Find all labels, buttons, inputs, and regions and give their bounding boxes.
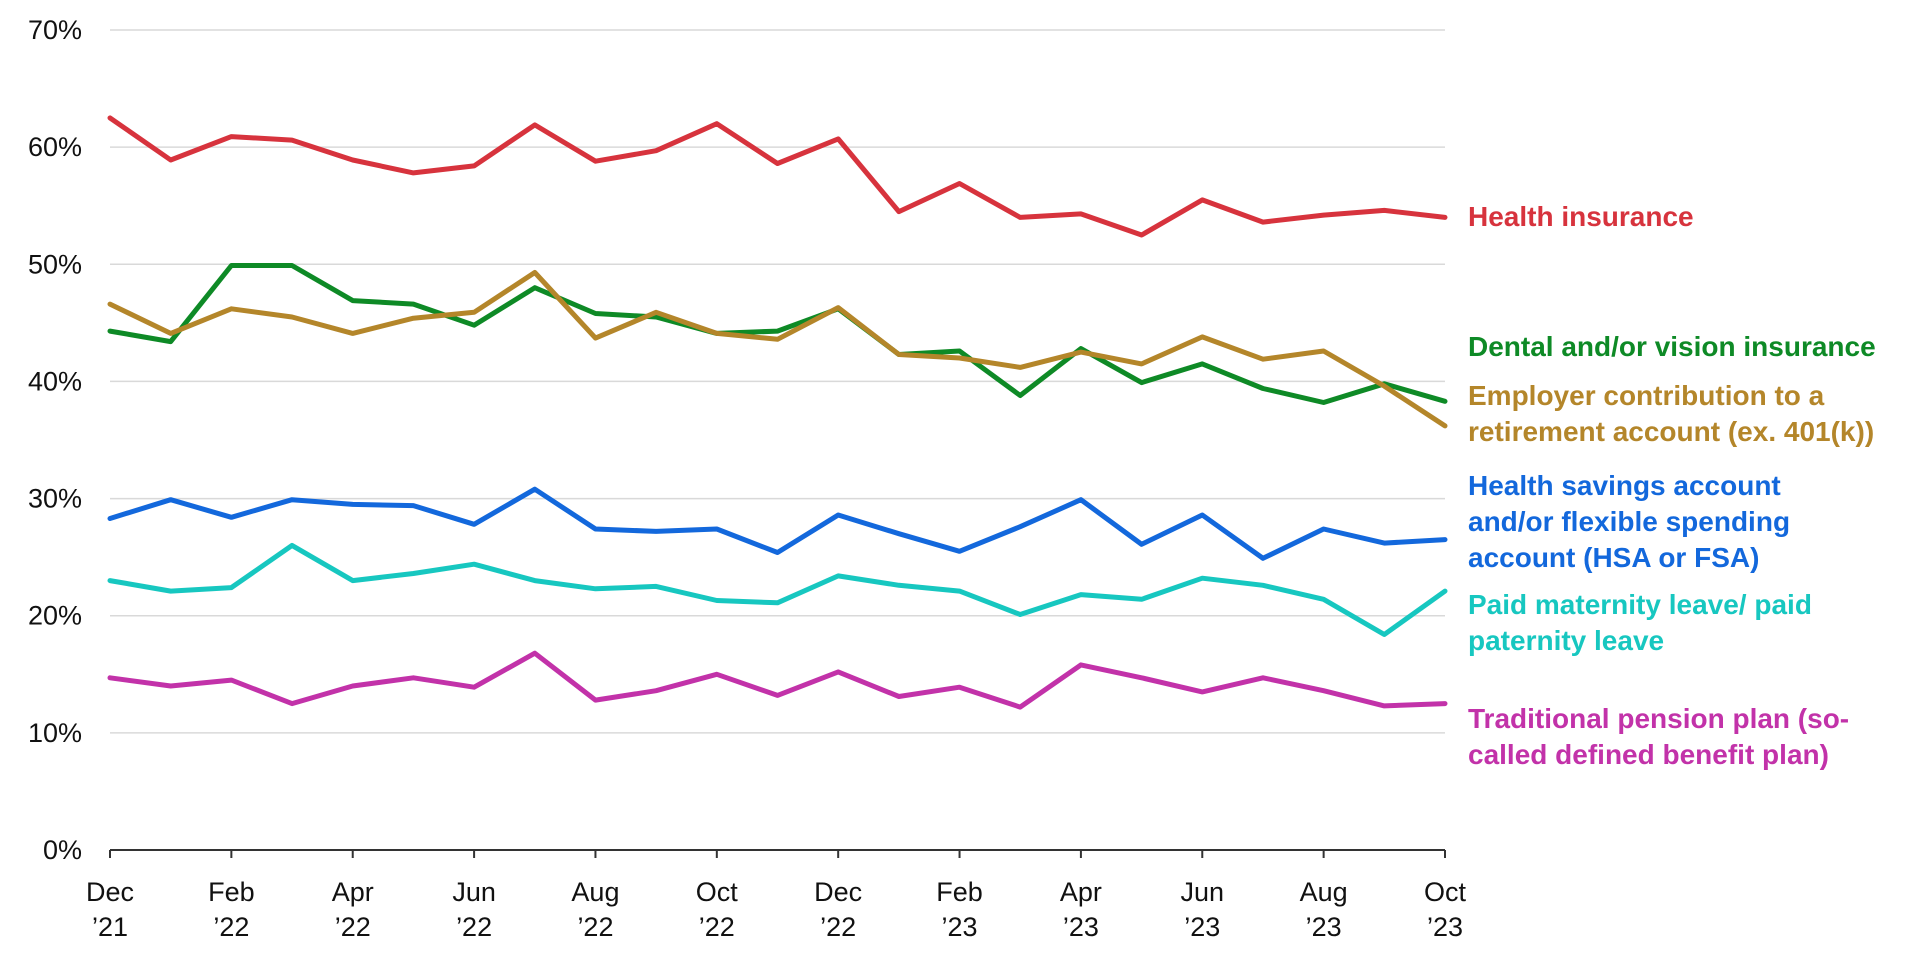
- gridlines: [110, 29, 1445, 851]
- series-line: [107, 650, 1448, 710]
- x-axis-ticks: Dec ’21 Feb ’22 Apr ’22 Jun ’22 Aug ’22 Oct ’22 Dec ’…: [86, 850, 1467, 942]
- series-label-line: Dental and/or vision insurance: [1468, 331, 1876, 362]
- y-tick-label: 60%: [28, 132, 82, 162]
- x-tick-label-month: Aug: [571, 877, 619, 907]
- series-label-line: Paid maternity leave/ paid: [1468, 589, 1812, 620]
- x-tick-label-year: ’22: [213, 912, 249, 942]
- series-label: Dental and/or vision insurance: [1468, 331, 1876, 362]
- series-label: Paid maternity leave/ paid paternity leav…: [1468, 589, 1812, 656]
- series-lines: [107, 115, 1448, 710]
- y-tick-label: 70%: [28, 15, 82, 45]
- x-tick-label-month: Jun: [452, 877, 496, 907]
- series-label-line: and/or flexible spending: [1468, 506, 1790, 537]
- series-line: [107, 115, 1448, 238]
- x-tick-label-year: ’22: [577, 912, 613, 942]
- series-line: [107, 270, 1448, 429]
- x-tick-label-year: ’23: [1063, 912, 1099, 942]
- x-tick-label-month: Apr: [1060, 877, 1102, 907]
- series-label: Health insurance: [1468, 201, 1694, 232]
- series-label: Traditional pension plan (so-called defi…: [1468, 703, 1849, 770]
- series-line: [107, 542, 1448, 637]
- series-label-line: Health savings account: [1468, 470, 1781, 501]
- x-tick-label-month: Feb: [936, 877, 983, 907]
- y-axis-ticks: 0% 10% 20% 30% 40% 50% 60% 70%: [28, 15, 82, 865]
- series-label-line: Employer contribution to a: [1468, 380, 1825, 411]
- y-tick-label: 40%: [28, 366, 82, 396]
- series-label-line: account (HSA or FSA): [1468, 542, 1759, 573]
- series-label-line: called defined benefit plan): [1468, 739, 1829, 770]
- x-tick-label-month: Oct: [1424, 877, 1467, 907]
- x-tick-label-year: ’22: [820, 912, 856, 942]
- series-label-line: retirement account (ex. 401(k)): [1468, 416, 1874, 447]
- series-label: Health savings account and/or flexible sp…: [1468, 470, 1790, 573]
- x-tick-label-year: ’22: [456, 912, 492, 942]
- x-tick-label-year: ’23: [1184, 912, 1220, 942]
- x-tick-label-year: ’22: [699, 912, 735, 942]
- x-tick-label-month: Dec: [86, 877, 134, 907]
- series-label-line: Health insurance: [1468, 201, 1694, 232]
- y-tick-label: 30%: [28, 484, 82, 514]
- x-tick-label-year: ’22: [335, 912, 371, 942]
- x-tick-label-month: Jun: [1180, 877, 1224, 907]
- y-tick-label: 10%: [28, 718, 82, 748]
- series-label-line: paternity leave: [1468, 625, 1664, 656]
- series-labels: Health insurance Dental and/or vision ins…: [1468, 201, 1876, 770]
- x-tick-label-month: Apr: [332, 877, 374, 907]
- x-tick-label-month: Aug: [1300, 877, 1348, 907]
- series-label: Employer contribution to a retirement acc…: [1468, 380, 1874, 447]
- x-tick-label-month: Feb: [208, 877, 255, 907]
- x-tick-label-year: ’23: [942, 912, 978, 942]
- y-tick-label: 20%: [28, 601, 82, 631]
- series-line: [107, 486, 1448, 561]
- x-tick-label-month: Dec: [814, 877, 862, 907]
- y-tick-label: 50%: [28, 249, 82, 279]
- series-line: [107, 263, 1448, 405]
- y-tick-label: 0%: [43, 835, 82, 865]
- x-tick-label-year: ’21: [92, 912, 128, 942]
- series-label-line: Traditional pension plan (so-: [1468, 703, 1849, 734]
- x-tick-label-month: Oct: [696, 877, 739, 907]
- x-tick-label-year: ’23: [1306, 912, 1342, 942]
- x-tick-label-year: ’23: [1427, 912, 1463, 942]
